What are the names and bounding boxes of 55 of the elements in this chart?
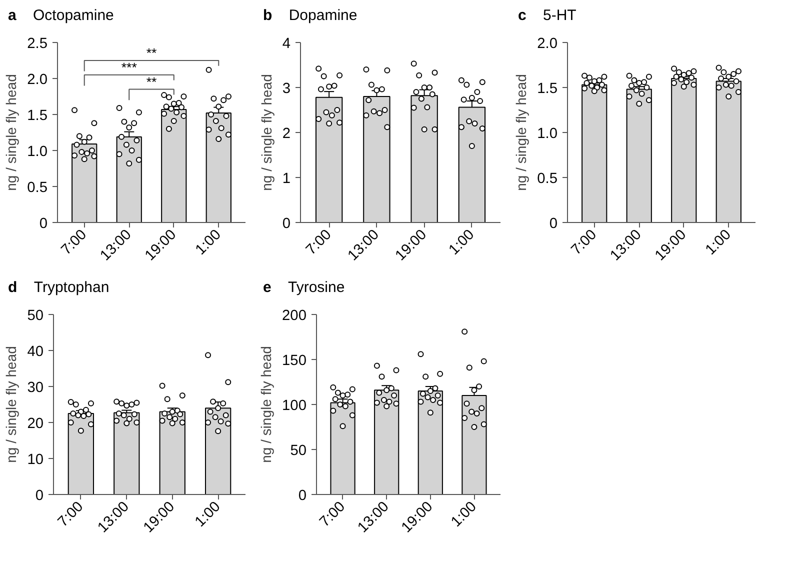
y-tick-label: 50: [290, 443, 307, 459]
y-axis-title: ng / single fly head: [3, 74, 20, 191]
y-tick-label: 0: [549, 216, 558, 232]
bar: [374, 390, 400, 494]
bar: [462, 395, 487, 494]
y-tick-label: 1.0: [537, 126, 558, 142]
annotation: ***: [121, 60, 137, 75]
bar: [116, 136, 142, 222]
y-axis-title: ng / single fly head: [513, 74, 530, 191]
y-tick-label: 20: [27, 416, 44, 432]
x-tick-label: 7:00: [303, 226, 335, 258]
chart-subtitle: Dopamine: [288, 7, 358, 24]
chart-subtitle: Tyrosine: [288, 279, 345, 296]
y-tick-label: 50: [27, 308, 44, 324]
y-tick-label: 1: [282, 171, 291, 187]
chart-title: e: [263, 279, 272, 296]
chart-subtitle: 5-HT: [543, 7, 576, 24]
y-tick-label: 3: [282, 81, 291, 97]
y-tick-label: 1.5: [537, 81, 558, 97]
y-tick-label: 0: [282, 216, 291, 232]
y-axis-title: ng / single fly head: [258, 74, 274, 191]
chart-title: b: [263, 7, 272, 24]
chart-title: a: [8, 7, 16, 24]
y-tick-label: 0: [35, 488, 44, 504]
chart-title: d: [8, 279, 18, 296]
y-tick-label: 0: [39, 216, 48, 232]
y-tick-label: 150: [282, 353, 307, 369]
y-tick-label: 0.5: [27, 180, 48, 196]
annotation: **: [146, 74, 157, 90]
y-tick-label: 40: [27, 344, 44, 360]
y-tick-label: 2: [282, 126, 291, 142]
y-tick-label: 0: [298, 488, 307, 504]
chart-title: c: [518, 7, 526, 24]
x-tick-label: 7:00: [568, 226, 600, 258]
x-tick-label: 7:00: [55, 498, 87, 530]
y-tick-label: 0.5: [537, 171, 558, 187]
y-tick-label: 2.5: [27, 36, 48, 52]
y-tick-label: 2.0: [27, 72, 48, 88]
annotation: **: [146, 46, 157, 60]
x-tick-label: 7:00: [58, 226, 90, 258]
y-tick-label: 2.0: [537, 36, 558, 52]
y-axis-title: ng / single fly head: [3, 346, 20, 463]
y-axis-title: ng / single fly head: [258, 346, 274, 463]
chart-subtitle: Tryptophan: [34, 279, 110, 296]
y-tick-label: 4: [282, 36, 291, 52]
y-tick-label: 100: [282, 398, 307, 414]
y-tick-label: 200: [282, 308, 307, 324]
x-tick-label: 7:00: [316, 498, 348, 530]
y-tick-label: 10: [27, 452, 44, 468]
chart-subtitle: Octopamine: [33, 7, 114, 24]
bar: [206, 112, 232, 222]
y-tick-label: 1.5: [27, 108, 48, 124]
y-tick-label: 30: [27, 380, 44, 396]
y-tick-label: 1.0: [27, 144, 48, 160]
bar: [363, 96, 390, 222]
